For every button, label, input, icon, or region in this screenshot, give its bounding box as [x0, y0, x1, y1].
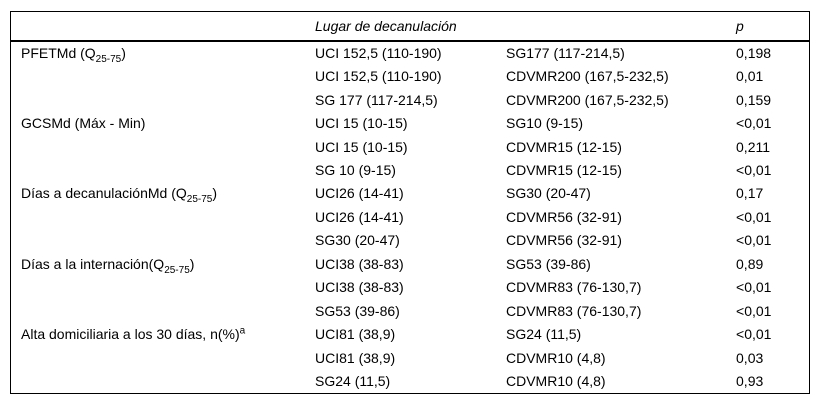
p-value-cell: <0,01: [736, 161, 772, 178]
table-row: SG 10 (9-15) CDVMR15 (12-15) <0,01: [11, 158, 809, 181]
p-value-cell: 0,93: [736, 373, 764, 390]
comparison-a-cell: UCI26 (14-41): [315, 208, 404, 225]
comparison-b-cell: SG177 (117-214,5): [506, 45, 625, 62]
header-row: Lugar de decanulación p: [11, 12, 809, 42]
comparison-a-cell: UCI38 (38-83): [315, 255, 404, 272]
table-row: PFETMd (Q25-75) UCI 152,5 (110-190) SG17…: [11, 41, 809, 64]
row-label-cell: [11, 369, 315, 393]
p-value-cell: 0,211: [736, 138, 771, 155]
comparison-b-cell: CDVMR15 (12-15): [506, 161, 622, 178]
table-row: SG30 (20-47) CDVMR56 (32-91) <0,01: [11, 229, 809, 252]
comparison-a-cell: SG 177 (117-214,5): [315, 91, 438, 108]
comparison-b-cell: CDVMR200 (167,5-232,5): [506, 91, 669, 108]
row-label-cell: [11, 158, 315, 181]
row-label-cell: [11, 64, 315, 87]
p-value-cell: <0,01: [736, 208, 772, 225]
table-row: GCSMd (Máx - Min) UCI 15 (10-15) SG10 (9…: [11, 111, 809, 134]
row-label-cell: [11, 229, 315, 252]
table-row: Días a la internación(Q25-75) UCI38 (38-…: [11, 252, 809, 275]
comparison-a-cell: SG30 (20-47): [315, 232, 400, 249]
p-value-cell: <0,01: [736, 115, 772, 132]
table-row: UCI38 (38-83) CDVMR83 (76-130,7) <0,01: [11, 276, 809, 299]
comparison-a-cell: UCI 152,5 (110-190): [315, 68, 442, 85]
comparison-a-cell: UCI81 (38,9): [315, 349, 396, 366]
comparison-a-cell: UCI26 (14-41): [315, 185, 404, 202]
table-row: Alta domiciliaria a los 30 días, n(%)a U…: [11, 322, 809, 345]
p-value-cell: 0,89: [736, 255, 764, 272]
comparison-a-cell: UCI 15 (10-15): [315, 138, 408, 155]
comparison-a-cell: SG24 (11,5): [315, 373, 391, 390]
comparison-a-cell: UCI 15 (10-15): [315, 115, 408, 132]
comparison-a-cell: UCI 152,5 (110-190): [315, 45, 442, 62]
comparison-a-cell: SG53 (39-86): [315, 302, 400, 319]
comparison-b-cell: CDVMR10 (4,8): [506, 373, 606, 390]
row-label-cell: [11, 346, 315, 369]
row-label-sub: 25-75: [164, 264, 190, 276]
comparison-b-cell: CDVMR83 (76-130,7): [506, 279, 642, 296]
row-label-pre: GCSMd (Máx - Min): [21, 115, 146, 132]
row-label-cell: GCSMd (Máx - Min): [11, 111, 315, 134]
row-label-cell: PFETMd (Q25-75): [11, 41, 315, 64]
table-row: Días a decanulaciónMd (Q25-75) UCI26 (14…: [11, 182, 809, 205]
row-label-cell: Días a la internación(Q25-75): [11, 252, 315, 275]
comparison-b-cell: CDVMR56 (32-91): [506, 232, 622, 249]
table-row: SG 177 (117-214,5) CDVMR200 (167,5-232,5…: [11, 88, 809, 111]
table-row: UCI 15 (10-15) CDVMR15 (12-15) 0,211: [11, 135, 809, 158]
header-lugar-de-decanulacion: Lugar de decanulación: [315, 12, 737, 42]
table-body: PFETMd (Q25-75) UCI 152,5 (110-190) SG17…: [11, 41, 809, 393]
header-p: p: [736, 12, 809, 42]
p-value-cell: <0,01: [736, 232, 772, 249]
p-value-cell: 0,198: [736, 45, 772, 62]
comparison-b-cell: CDVMR10 (4,8): [506, 349, 606, 366]
comparison-b-cell: CDVMR56 (32-91): [506, 208, 622, 225]
row-label-cell: [11, 299, 315, 322]
row-label-cell: Días a decanulaciónMd (Q25-75): [11, 182, 315, 205]
comparison-a-cell: SG 10 (9-15): [315, 161, 396, 178]
table-row: UCI 152,5 (110-190) CDVMR200 (167,5-232,…: [11, 64, 809, 87]
row-label-pre: Días a la internación(Q: [21, 255, 165, 272]
row-label-pre: Días a decanulaciónMd (Q: [21, 185, 187, 202]
p-value-cell: <0,01: [736, 326, 772, 343]
p-value-cell: 0,03: [736, 349, 764, 366]
comparison-b-cell: SG30 (20-47): [506, 185, 591, 202]
row-label-cell: [11, 205, 315, 228]
p-value-cell: <0,01: [736, 302, 772, 319]
header-empty-cell: [11, 12, 315, 42]
p-value-cell: 0,01: [736, 68, 764, 85]
row-label-post: ): [121, 45, 126, 62]
row-label-cell: [11, 135, 315, 158]
row-label-post: ): [212, 185, 218, 202]
row-label-cell: [11, 276, 315, 299]
comparison-b-cell: SG24 (11,5): [506, 326, 582, 343]
p-value-cell: <0,01: [736, 279, 772, 296]
comparison-a-cell: UCI81 (38,9): [315, 326, 396, 343]
comparison-a-cell: UCI38 (38-83): [315, 279, 404, 296]
row-label-cell: Alta domiciliaria a los 30 días, n(%)a: [11, 322, 315, 345]
row-label-cell: [11, 88, 315, 111]
table-header: Lugar de decanulación p: [11, 12, 809, 42]
row-label-pre: PFETMd (Q: [21, 45, 96, 62]
comparison-b-cell: SG10 (9-15): [506, 115, 584, 132]
comparison-b-cell: CDVMR83 (76-130,7): [506, 302, 642, 319]
row-label-sup: a: [239, 325, 246, 337]
p-value-cell: 0,159: [736, 91, 772, 108]
row-label-sub: 25-75: [186, 194, 213, 206]
row-label-post: ): [189, 255, 195, 272]
row-label-sub: 25-75: [95, 54, 122, 65]
comparison-b-cell: CDVMR15 (12-15): [506, 138, 622, 155]
comparison-b-cell: SG53 (39-86): [506, 255, 591, 272]
table-row: UCI81 (38,9) CDVMR10 (4,8) 0,03: [11, 346, 809, 369]
table-row: SG24 (11,5) CDVMR10 (4,8) 0,93: [11, 369, 809, 393]
comparison-b-cell: CDVMR200 (167,5-232,5): [506, 68, 669, 85]
comparison-table: Lugar de decanulación p PFETMd (Q25-75) …: [11, 12, 809, 393]
results-table: Lugar de decanulación p PFETMd (Q25-75) …: [10, 11, 810, 394]
row-label-pre: Alta domiciliaria a los 30 días, n(%): [21, 326, 240, 343]
p-value-cell: 0,17: [736, 185, 764, 202]
table-row: UCI26 (14-41) CDVMR56 (32-91) <0,01: [11, 205, 809, 228]
table-row: SG53 (39-86) CDVMR83 (76-130,7) <0,01: [11, 299, 809, 322]
